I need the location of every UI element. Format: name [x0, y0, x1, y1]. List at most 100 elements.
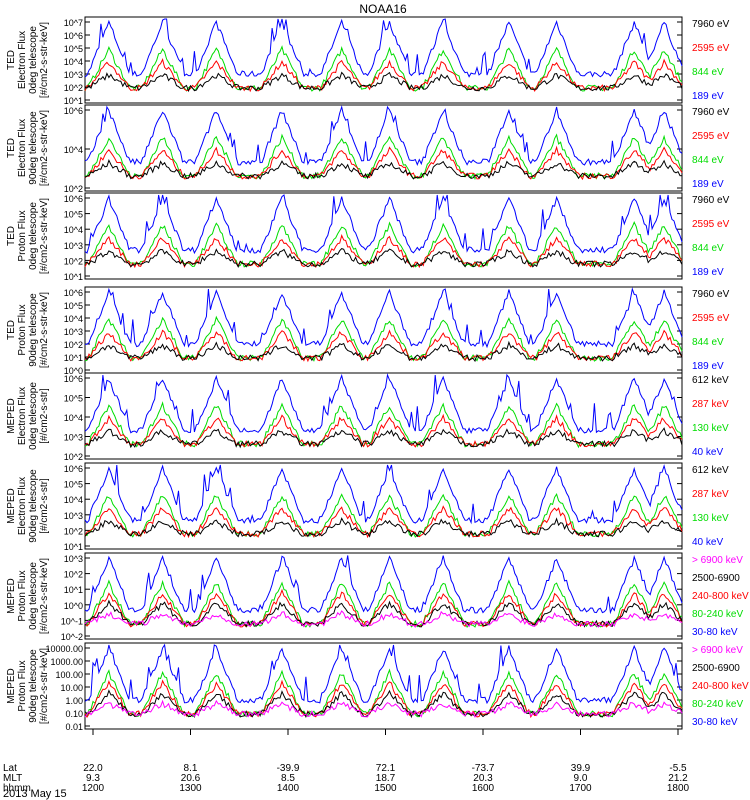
x-tick-hhmm: 1700: [569, 783, 592, 794]
legend-entry: 2500-6900: [692, 663, 740, 674]
y-axis-label: 90deg telescope: [28, 111, 39, 185]
x-tick-hhmm: 1500: [374, 783, 397, 794]
x-tick-lat: 8.1: [184, 763, 198, 774]
y-tick-label: 10^4: [64, 145, 83, 155]
y-tick-label: 10^1: [64, 353, 83, 363]
legend-entry: 240-800 keV: [692, 681, 749, 692]
y-tick-label: 10^2: [64, 83, 83, 93]
y-tick-label: 10^4: [64, 413, 83, 423]
y-axis-label: [#/cm2-s-str-keV]: [39, 648, 50, 724]
y-axis-label: TED: [6, 226, 17, 246]
panel-frame: [84, 16, 683, 104]
legend-entry: 7960 eV: [692, 107, 730, 118]
y-tick-label: 10^3: [64, 511, 83, 521]
y-tick-label: 10000.00: [45, 644, 83, 654]
y-axis-label: 0deg telescope: [28, 202, 39, 270]
legend-entry: 80-240 keV: [692, 609, 743, 620]
legend-entry: > 6900 keV: [692, 645, 743, 656]
y-tick-label: 10^6: [64, 464, 83, 474]
y-tick-label: 10^3: [64, 327, 83, 337]
panel-4: 10^0 10^1 10^2 10^3 10^4 10^5 10^6 TED Proton Fl…: [6, 286, 730, 376]
series-line: [84, 599, 683, 628]
y-axis-label: [#/cm2-s-str-keV]: [39, 110, 50, 186]
y-tick-label: 10^7: [64, 18, 83, 28]
series-line: [84, 464, 683, 525]
y-tick-label: 100.00: [55, 670, 83, 680]
series-line: [84, 287, 683, 349]
x-tick-hhmm: 1600: [472, 783, 495, 794]
x-tick-hhmm: 1800: [667, 783, 690, 794]
y-tick-label: 10^3: [64, 554, 83, 564]
series-line: [84, 233, 683, 269]
legend-entry: 287 keV: [692, 489, 729, 500]
legend-entry: 30-80 keV: [692, 627, 738, 638]
legend-entry: 189 eV: [692, 91, 724, 102]
panel-frame: [84, 372, 683, 460]
y-tick-label: 10^2: [64, 526, 83, 536]
legend-entry: 130 keV: [692, 423, 729, 434]
series-line: [84, 689, 683, 719]
y-axis-label: 0deg telescope: [28, 26, 39, 94]
x-row-label: Lat: [3, 763, 17, 774]
y-axis-label: Proton Flux: [17, 210, 28, 261]
x-row-label: hhmm: [3, 783, 31, 794]
y-axis-label: [#/cm2-s-str-keV]: [39, 22, 50, 98]
y-tick-label: 10^3: [64, 433, 83, 443]
series-line: [84, 517, 683, 538]
legend-entry: 612 keV: [692, 465, 729, 476]
legend-entry: 2595 eV: [692, 219, 730, 230]
panels-group: 10^1 10^2 10^3 10^4 10^5 10^6 10^7 TED Electron …: [6, 16, 749, 732]
y-tick-label: 10^5: [64, 210, 83, 220]
y-axis-label: Electron Flux: [17, 119, 28, 177]
x-tick-lat: 39.9: [571, 763, 591, 774]
x-tick-hhmm: 1300: [179, 783, 202, 794]
y-axis-label: 90deg telescope: [28, 649, 39, 723]
series-line: [84, 58, 683, 93]
y-axis-label: Proton Flux: [17, 304, 28, 355]
y-tick-label: 10^2: [64, 452, 83, 462]
panel-frame: [84, 104, 683, 192]
y-axis-label: Proton Flux: [17, 570, 28, 621]
y-tick-label: 10^1: [64, 585, 83, 595]
panel-frame: [84, 642, 683, 730]
x-tick-mlt: 20.6: [181, 773, 201, 784]
series-line: [84, 158, 683, 180]
y-tick-label: 10^0: [64, 366, 83, 376]
series-line: [84, 248, 683, 269]
y-tick-label: 10^5: [64, 301, 83, 311]
y-tick-label: 10^-1: [61, 616, 83, 626]
legend-entry: 612 keV: [692, 375, 729, 386]
y-tick-label: 10^-2: [61, 632, 83, 642]
y-tick-label: 10^6: [64, 194, 83, 204]
x-row-label: MLT: [3, 773, 22, 784]
series-line: [84, 145, 683, 181]
x-tick-mlt: 9.0: [574, 773, 588, 784]
y-tick-label: 10^3: [64, 70, 83, 80]
legend-entry: 844 eV: [692, 67, 724, 78]
panel-8: 0.01 0.10 1.00 10.00 100.00 1000.00 10000.00 ME…: [6, 642, 749, 732]
legend-entry: 240-800 keV: [692, 591, 749, 602]
y-axis-label: 90deg telescope: [28, 469, 39, 543]
y-axis-label: MEPED: [6, 398, 17, 434]
y-axis-label: MEPED: [6, 488, 17, 524]
x-tick-lat: 72.1: [376, 763, 396, 774]
panel-frame: [84, 462, 683, 550]
y-axis-label: [#/cm2-s-str]: [39, 388, 50, 444]
series-line: [84, 340, 683, 363]
series-line: [84, 699, 683, 718]
y-axis-label: [#/cm2-s-str-keV]: [39, 198, 50, 274]
y-tick-label: 1000.00: [50, 657, 83, 667]
x-tick-hhmm: 1200: [82, 783, 105, 794]
panel-1: 10^1 10^2 10^3 10^4 10^5 10^6 10^7 TED Electron …: [6, 16, 730, 106]
y-tick-label: 10^6: [64, 374, 83, 384]
y-tick-label: 10^6: [64, 31, 83, 41]
y-tick-label: 10^4: [64, 225, 83, 235]
series-line: [84, 194, 683, 255]
y-axis-label: [#/cm2-s-str]: [39, 478, 50, 534]
legend-entry: 844 eV: [692, 337, 724, 348]
legend-entry: 189 eV: [692, 361, 724, 372]
series-line: [84, 505, 683, 539]
y-axis-label: Proton Flux: [17, 660, 28, 711]
legend-entry: 130 keV: [692, 513, 729, 524]
legend-entry: 40 keV: [692, 537, 723, 548]
